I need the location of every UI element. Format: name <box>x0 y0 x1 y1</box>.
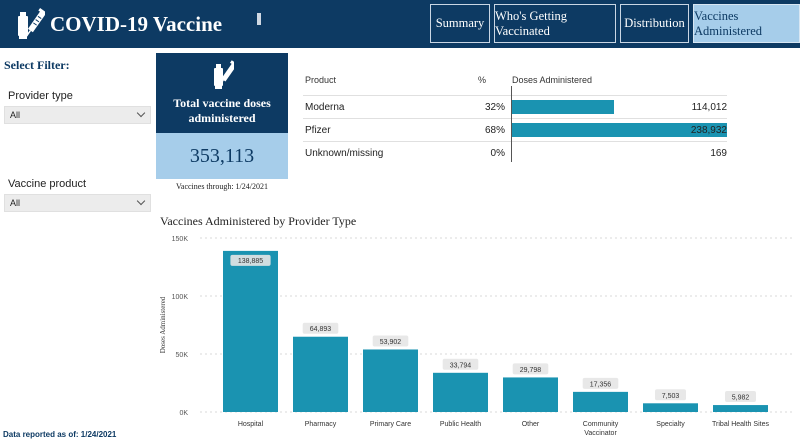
vaccine-syringe-icon <box>18 8 45 39</box>
data-label: 53,902 <box>380 339 402 346</box>
app-title: COVID-19 Vaccine <box>50 12 223 36</box>
x-tick-label: Community <box>583 421 619 428</box>
kpi-value: 353,113 <box>189 145 255 167</box>
data-label-bg <box>582 377 619 389</box>
bar <box>363 349 418 412</box>
x-tick-label: Pharmacy <box>305 421 337 428</box>
x-tick-label: Tribal Health Sites <box>712 421 769 428</box>
product-name: Moderna <box>305 102 345 113</box>
y-tick-label: 50K <box>176 352 189 359</box>
product-name: Unknown/missing <box>305 148 384 159</box>
table-row[interactable]: Moderna 32% 114,012 <box>303 95 727 117</box>
x-tick-label: Other <box>522 421 540 428</box>
data-label: 7,503 <box>662 393 680 400</box>
product-doses: 114,012 <box>691 102 727 113</box>
provider-type-dropdown[interactable]: All <box>4 106 151 124</box>
vaccine-product-value: All <box>10 198 21 208</box>
product-pct: 32% <box>484 102 505 113</box>
data-label-bg <box>655 389 686 401</box>
data-label: 64,893 <box>310 326 332 333</box>
kpi-label-line2: administered <box>188 111 256 125</box>
data-label-bg <box>302 322 339 334</box>
product-doses: 238,932 <box>690 125 727 136</box>
table-bar-axis <box>511 86 512 162</box>
chart-title: Vaccines Administered by Provider Type <box>160 214 357 228</box>
x-tick-label: Primary Care <box>370 421 411 428</box>
dose-bar <box>511 100 615 114</box>
bar <box>433 372 488 412</box>
table-row[interactable]: Pfizer 68% 238,932 <box>303 118 727 140</box>
tab-whos-getting-vaccinated[interactable]: Who's Getting Vaccinated <box>494 4 616 43</box>
x-tick-label: Vaccinator <box>584 430 617 437</box>
data-label: 138,885 <box>238 258 263 265</box>
chevron-down-icon <box>136 196 146 206</box>
data-label: 33,794 <box>450 362 472 369</box>
provider-type-bar-chart: 0K 50K 100K 150K Doses Administered 138,885 Ho… <box>159 236 795 437</box>
vaccine-syringe-icon <box>214 60 234 89</box>
header-bar: COVID-19 Vaccine Summary Who's Getting V… <box>0 0 800 48</box>
x-tick-label: Public Health <box>440 421 481 428</box>
data-label-bg <box>725 391 756 403</box>
y-tick-label: 0K <box>179 410 188 417</box>
bar <box>643 403 698 412</box>
data-label-bg <box>512 363 549 375</box>
col-header-product: Product <box>305 75 337 85</box>
tab-distribution[interactable]: Distribution <box>620 4 689 43</box>
bar <box>223 250 278 412</box>
vaccine-product-label: Vaccine product <box>8 178 87 190</box>
data-label: 17,356 <box>590 381 612 388</box>
chevron-down-icon <box>136 108 146 118</box>
bar <box>503 377 558 412</box>
x-tick-label: Specialty <box>656 421 685 428</box>
product-pct: 68% <box>484 125 505 136</box>
product-doses: 169 <box>710 148 727 159</box>
tab-vaccines-administered[interactable]: Vaccines Administered <box>693 4 800 43</box>
product-name: Pfizer <box>305 125 331 136</box>
kpi-value-box: 353,113 <box>156 133 288 179</box>
y-tick-label: 150K <box>172 236 189 243</box>
data-label: 29,798 <box>520 367 542 374</box>
filter-title: Select Filter: <box>4 58 70 72</box>
col-header-doses: Doses Administered <box>512 75 593 85</box>
bar <box>573 391 628 412</box>
header-divider <box>257 13 261 25</box>
kpi-label-line1: Total vaccine doses <box>173 96 271 110</box>
dose-bar <box>511 123 727 137</box>
y-tick-label: 100K <box>172 294 189 301</box>
bar <box>293 336 348 412</box>
table-row[interactable]: Unknown/missing 0% 169 <box>303 141 727 163</box>
tab-summary[interactable]: Summary <box>430 4 490 43</box>
data-label-bg <box>372 335 409 347</box>
bar <box>713 405 768 412</box>
product-pct: 0% <box>490 148 505 159</box>
y-axis-label: Doses Administered <box>159 296 167 353</box>
col-header-pct: % <box>478 75 487 85</box>
kpi-label: Total vaccine doses administered <box>156 96 288 126</box>
provider-type-value: All <box>10 110 21 120</box>
provider-type-label: Provider type <box>8 90 73 102</box>
kpi-card: Total vaccine doses administered <box>156 53 288 133</box>
data-label-bg <box>230 254 271 266</box>
vaccine-product-dropdown[interactable]: All <box>4 194 151 212</box>
data-reported-note: Data reported as of: 1/24/2021 <box>3 430 117 439</box>
data-label: 5,982 <box>732 395 750 402</box>
x-tick-label: Hospital <box>238 421 264 428</box>
data-label-bg <box>442 358 479 370</box>
kpi-note: Vaccines through: 1/24/2021 <box>176 182 268 191</box>
